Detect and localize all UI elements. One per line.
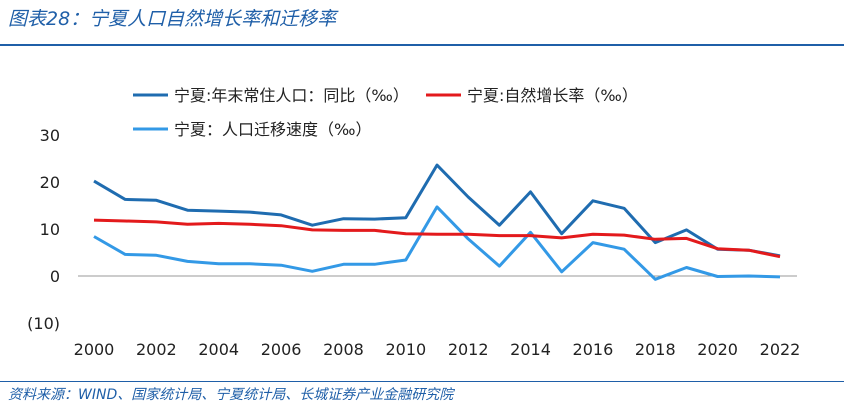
x-tick-label: 2020 <box>697 340 738 359</box>
legend: 宁夏:年末常住人口：同比（‰） 宁夏:自然增长率（‰） 宁夏：人口迁移速度（‰） <box>133 86 638 139</box>
x-tick-label: 2002 <box>136 340 177 359</box>
y-tick-label: 20 <box>40 173 60 192</box>
x-tick-label: 2010 <box>385 340 426 359</box>
x-tick-label: 2022 <box>760 340 801 359</box>
x-tick-label: 2018 <box>635 340 676 359</box>
source-divider <box>0 381 844 382</box>
y-axis-ticks: 30 20 10 0 (10) <box>27 126 60 333</box>
x-tick-label: 2000 <box>74 340 115 359</box>
x-tick-label: 2014 <box>510 340 551 359</box>
y-tick-label: 10 <box>40 220 60 239</box>
x-tick-label: 2006 <box>261 340 302 359</box>
x-tick-label: 2016 <box>573 340 614 359</box>
chart-title: 图表28：宁夏人口自然增长率和迁移率 <box>8 8 337 30</box>
x-tick-label: 2004 <box>198 340 239 359</box>
x-tick-label: 2012 <box>448 340 489 359</box>
legend-label-migration-rate: 宁夏：人口迁移速度（‰） <box>174 120 371 139</box>
y-tick-label: (10) <box>27 314 60 333</box>
series-line-migration-rate <box>93 205 781 281</box>
series-line-natural-growth <box>93 218 781 259</box>
source-note: 资料来源：WIND、国家统计局、宁夏统计局、长城证券产业金融研究院 <box>8 387 454 403</box>
line-chart: 宁夏:年末常住人口：同比（‰） 宁夏:自然增长率（‰） 宁夏：人口迁移速度（‰）… <box>27 86 801 359</box>
legend-label-natural-growth: 宁夏:自然增长率（‰） <box>467 86 638 105</box>
x-tick-label: 2008 <box>323 340 364 359</box>
y-tick-label: 30 <box>40 126 60 145</box>
series-line-population-growth <box>93 163 781 258</box>
x-axis-ticks: 2000 2002 2004 2006 2008 2010 2012 2014 2016 2018… <box>74 340 801 359</box>
y-tick-label: 0 <box>50 267 60 286</box>
title-divider <box>0 44 844 46</box>
series-group <box>93 163 781 281</box>
legend-label-population-growth: 宁夏:年末常住人口：同比（‰） <box>174 86 409 105</box>
